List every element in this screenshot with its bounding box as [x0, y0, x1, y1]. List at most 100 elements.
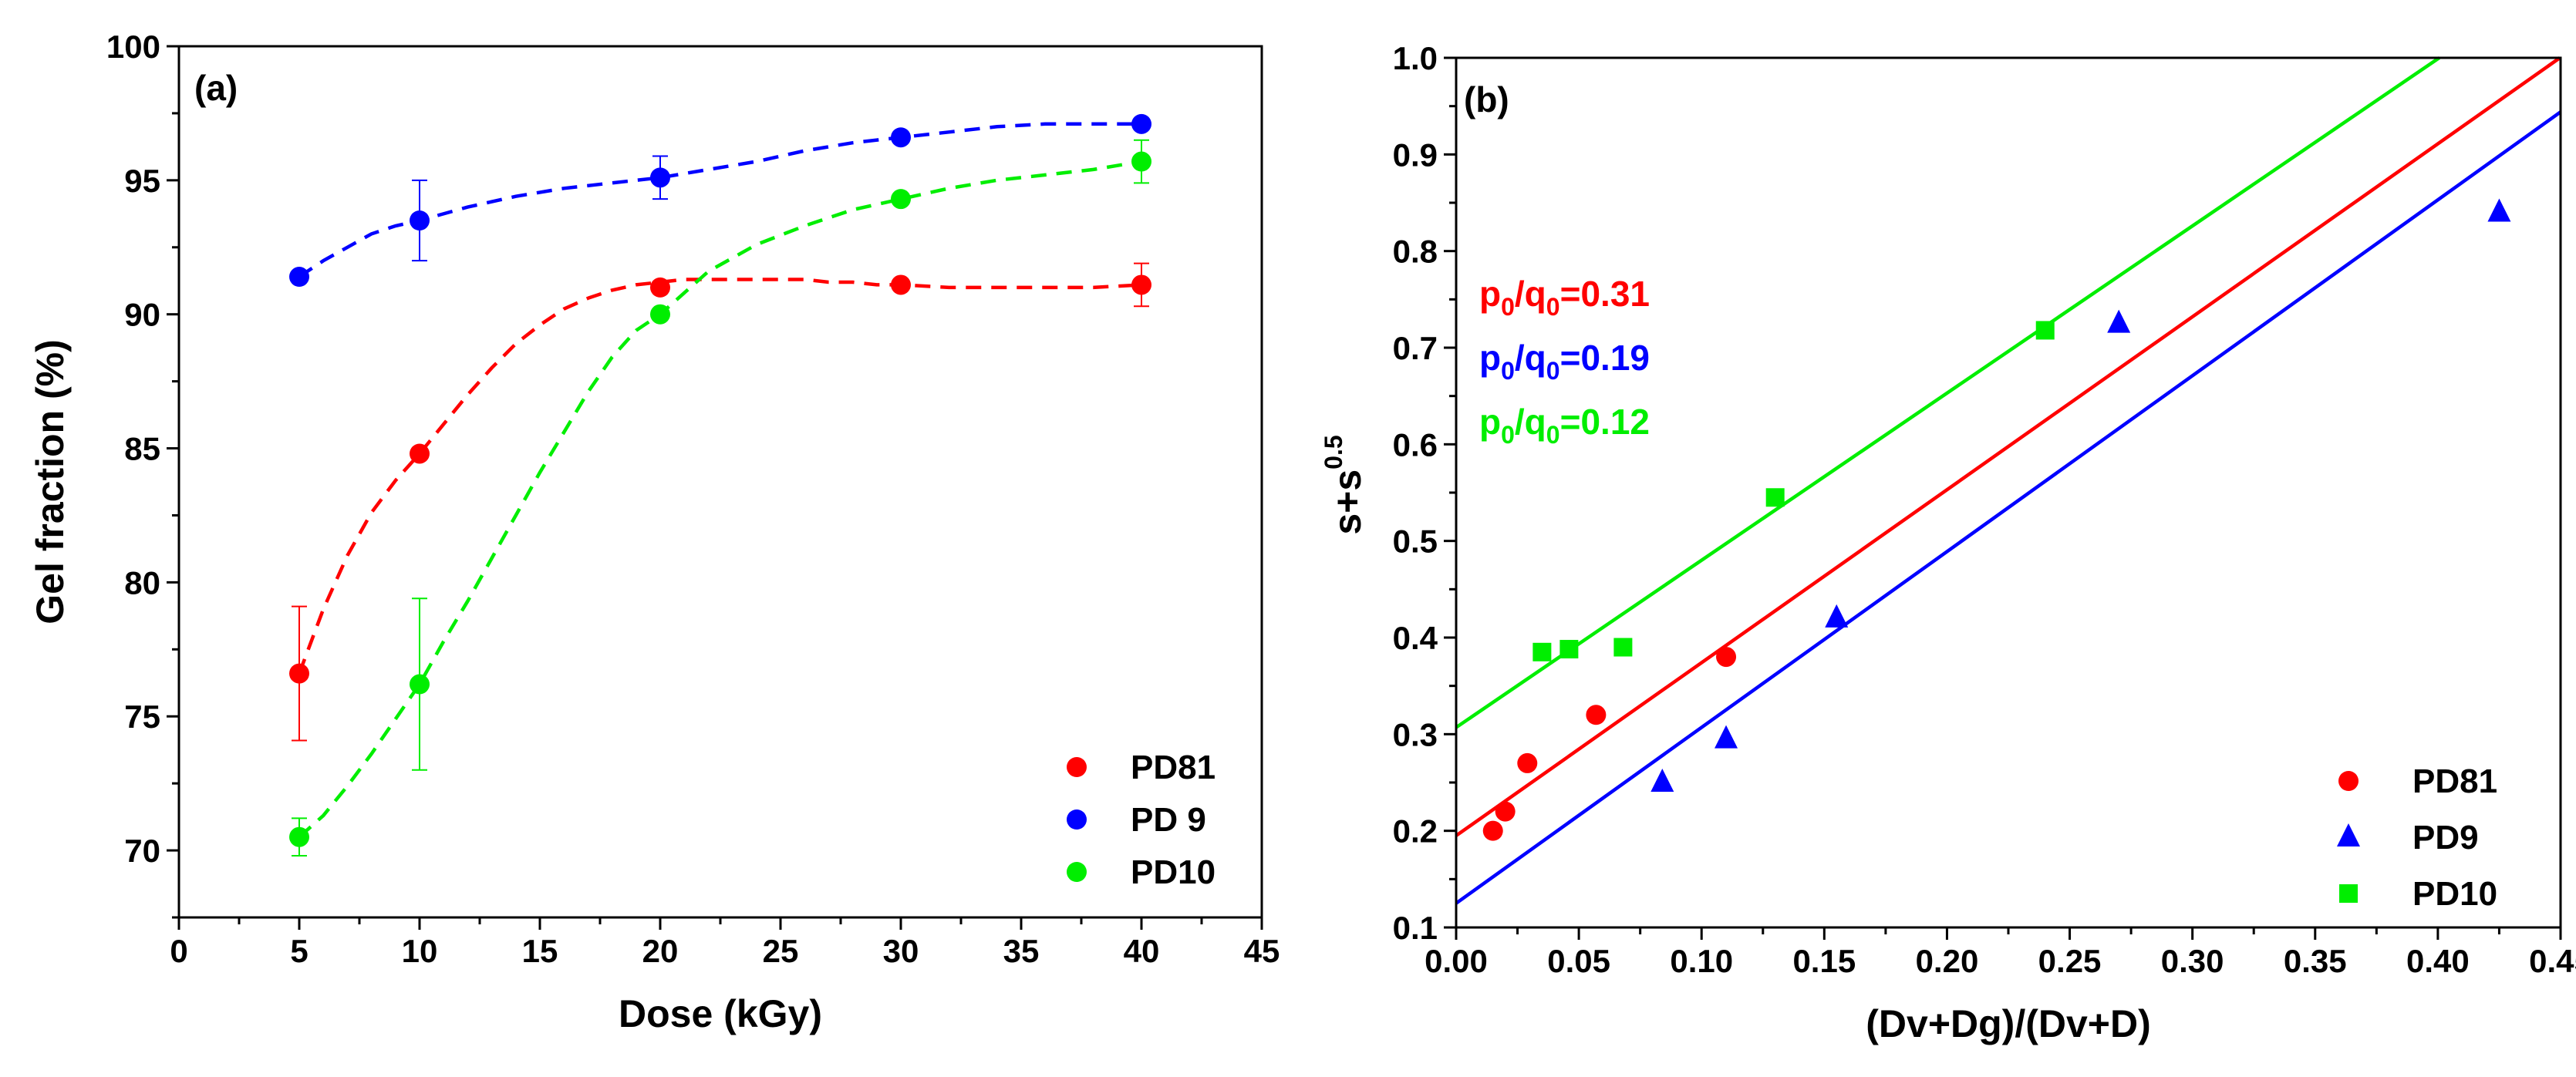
a-point-pd10 — [650, 304, 670, 325]
a-fit-curve-pd9 — [298, 122, 1141, 278]
a-y-tick-label: 85 — [124, 431, 160, 467]
a-legend: PD81 PD 9 PD10 — [1067, 749, 1216, 891]
b-legend-label: PD10 — [2412, 875, 2497, 913]
a-fit-curves — [297, 122, 1142, 839]
b-annotation: p0/q0=0.12 — [1479, 402, 1650, 449]
a-y-axis-title: Gel fraction (%) — [29, 339, 72, 624]
a-point-pd9 — [410, 210, 430, 231]
a-x-tick-label: 0 — [170, 933, 187, 969]
b-point-pd9 — [2107, 309, 2131, 333]
b-legend-marker — [2337, 823, 2360, 846]
b-annotation-subscript: 0 — [1546, 357, 1560, 385]
b-legend-label: PD9 — [2412, 819, 2479, 857]
b-x-tick-label: 0.10 — [1670, 943, 1733, 979]
a-legend-label: PD 9 — [1131, 801, 1206, 839]
b-point-pd9 — [1650, 769, 1674, 792]
b-annotation-text: p — [1479, 274, 1501, 314]
a-x-axis-title: Dose (kGy) — [619, 992, 822, 1035]
b-point-pd10 — [2035, 321, 2055, 340]
a-ticks: 0 5 10 15 20 25 30 35 40 45 70 75 80 85 90 95 100 — [106, 29, 1280, 969]
b-y-axis-title-sup: 0.5 — [1320, 435, 1347, 469]
a-legend-label: PD10 — [1131, 853, 1216, 891]
b-annotation: p0/q0=0.31 — [1479, 274, 1650, 321]
b-point-pd9 — [2487, 198, 2511, 222]
b-annotation-subscript: 0 — [1546, 421, 1560, 449]
a-point-pd81 — [891, 274, 911, 295]
b-fit-line-pd10 — [1455, 56, 2440, 729]
b-annotation-text: /q — [1515, 274, 1546, 314]
b-plot-frame — [1455, 56, 2562, 929]
b-legend-label: PD81 — [2412, 762, 2497, 800]
b-point-pd10 — [1559, 640, 1579, 659]
a-fit-curve-pd10 — [298, 160, 1142, 839]
b-fit-lines — [1455, 56, 2562, 905]
a-y-tick-label: 80 — [124, 564, 160, 601]
a-plot-frame — [177, 45, 1263, 919]
a-x-tick-label: 30 — [883, 933, 919, 969]
b-annotation-text: p — [1479, 338, 1501, 378]
b-y-tick-label: 0.2 — [1393, 813, 1438, 850]
b-y-axis-title: s+s0.5 — [1320, 435, 1369, 534]
b-annotation-text: =0.31 — [1560, 274, 1650, 314]
b-annotation-text: /q — [1515, 338, 1546, 378]
b-y-tick-label: 0.3 — [1393, 716, 1438, 752]
b-point-pd81 — [1495, 801, 1516, 822]
a-y-tick-label: 100 — [106, 29, 160, 65]
b-fit-line-pd9 — [1455, 110, 2562, 905]
a-point-pd10 — [289, 826, 309, 847]
b-point-pd81 — [1517, 752, 1538, 773]
a-point-pd81 — [1131, 274, 1151, 295]
b-point-pd10 — [1765, 488, 1785, 507]
panel-b: 0.000.050.100.150.200.250.300.350.400.45… — [1320, 40, 2576, 1045]
b-point-pd10 — [1613, 638, 1633, 657]
a-x-tick-label: 35 — [1003, 933, 1040, 969]
a-fit-curve-pd81 — [297, 278, 1142, 675]
b-y-axis-title-main: s+s — [1326, 470, 1369, 535]
a-x-tick-label: 40 — [1124, 933, 1160, 969]
b-x-tick-label: 0.25 — [2038, 943, 2102, 979]
a-point-pd81 — [410, 443, 430, 464]
a-point-pd10 — [410, 674, 430, 695]
b-annotation-text: =0.19 — [1560, 338, 1650, 378]
a-panel-label: (a) — [194, 68, 238, 108]
b-panel-label: (b) — [1464, 79, 1509, 119]
b-annotation-text: /q — [1515, 402, 1546, 442]
a-data-points — [289, 113, 1151, 847]
b-x-tick-label: 0.05 — [1547, 943, 1610, 979]
a-x-tick-label: 10 — [402, 933, 438, 969]
b-annotation-text: =0.12 — [1560, 402, 1650, 442]
b-legend: PD81 PD9 PD10 — [2337, 762, 2497, 913]
a-y-tick-label: 70 — [124, 833, 160, 869]
a-point-pd81 — [289, 663, 309, 684]
b-ticks: 0.000.050.100.150.200.250.300.350.400.45… — [1393, 40, 2576, 979]
b-point-pd10 — [1532, 642, 1552, 661]
a-y-tick-label: 75 — [124, 698, 160, 735]
a-point-pd9 — [1131, 113, 1151, 134]
a-legend-marker — [1067, 809, 1087, 830]
a-y-tick-label: 95 — [124, 163, 160, 199]
b-x-tick-label: 0.20 — [1916, 943, 1979, 979]
b-y-tick-label: 0.1 — [1393, 910, 1438, 946]
b-x-tick-label: 0.35 — [2284, 943, 2347, 979]
b-y-tick-label: 1.0 — [1393, 40, 1438, 76]
b-y-tick-label: 0.4 — [1393, 620, 1438, 656]
b-x-tick-label: 0.00 — [1425, 943, 1488, 979]
b-point-pd81 — [1482, 820, 1503, 841]
b-point-pd9 — [1825, 604, 1849, 628]
a-point-pd81 — [650, 277, 670, 298]
b-point-pd81 — [1586, 705, 1607, 725]
b-x-axis-title: (Dv+Dg)/(Dv+D) — [1866, 1002, 2150, 1045]
a-x-tick-label: 5 — [290, 933, 308, 969]
a-point-pd10 — [1131, 151, 1151, 172]
b-y-tick-label: 0.9 — [1393, 136, 1438, 173]
a-point-pd10 — [891, 189, 911, 210]
b-point-pd9 — [1715, 725, 1738, 749]
b-x-tick-label: 0.40 — [2406, 943, 2470, 979]
a-point-pd9 — [891, 127, 911, 148]
b-y-tick-label: 0.5 — [1393, 523, 1438, 560]
panel-a: 0 5 10 15 20 25 30 35 40 45 70 75 80 85 90 95 100 (a) Do… — [29, 29, 1280, 1035]
b-data-points — [1482, 198, 2511, 841]
b-point-pd81 — [1716, 647, 1737, 668]
b-x-tick-label: 0.15 — [1792, 943, 1856, 979]
